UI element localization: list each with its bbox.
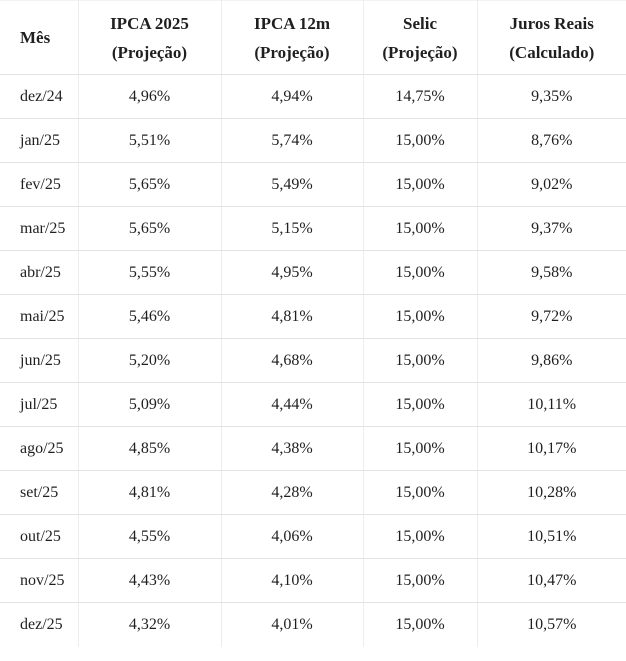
value-cell: 15,00%: [362, 338, 477, 383]
month-cell: mai/25: [0, 294, 78, 339]
value-cell: 4,94%: [220, 74, 363, 119]
value-cell: 4,44%: [220, 382, 363, 427]
value-cell: 4,38%: [220, 426, 363, 471]
value-cell: 10,51%: [476, 514, 626, 559]
value-cell: 5,74%: [220, 118, 363, 163]
value-cell: 15,00%: [362, 206, 477, 251]
value-cell: 5,15%: [220, 206, 363, 251]
month-cell: dez/25: [20, 615, 63, 633]
table-row: mai/25 5,46% 4,81% 15,00% 9,72%: [0, 294, 626, 339]
value-cell: 9,02%: [476, 162, 626, 207]
value-cell: 14,75%: [362, 74, 477, 119]
table-row: nov/25 4,43% 4,10% 15,00% 10,47%: [0, 558, 626, 603]
value-cell: 15,00%: [362, 514, 477, 559]
value-cell: 10,47%: [476, 558, 626, 603]
month-cell: jul/25: [0, 382, 78, 427]
value-cell: 10,28%: [476, 470, 626, 515]
value-cell: 15,00%: [362, 294, 477, 339]
value-cell: 4,55%: [77, 514, 221, 559]
column-header-line1: IPCA 12m: [253, 13, 331, 33]
value-cell: 5,09%: [77, 382, 221, 427]
month-cell: ago/25: [0, 426, 78, 471]
table-header: Mês IPCA 2025 (Projeção) IPCA 12m (Projeção)…: [0, 0, 626, 75]
table-row: set/25 4,81% 4,28% 15,00% 10,28%: [0, 470, 626, 515]
value-cell: 5,51%: [77, 118, 221, 163]
table-row: jun/25 5,20% 4,68% 15,00% 9,86%: [0, 338, 626, 383]
month-cell: nov/25: [0, 558, 78, 603]
value-cell: 9,72%: [476, 294, 626, 339]
month-cell: dez/24: [0, 74, 78, 119]
value-cell: 8,76%: [476, 118, 626, 163]
value-cell: 4,01%: [220, 602, 363, 647]
month-cell: fev/25: [0, 162, 78, 207]
value-cell: 5,65%: [77, 162, 221, 207]
value-cell: 5,65%: [77, 206, 221, 251]
value-cell: 15,00%: [362, 382, 477, 427]
table-row: mar/25 5,65% 5,15% 15,00% 9,37%: [0, 206, 626, 251]
month-cell: out/25: [0, 514, 78, 559]
value-cell: 5,46%: [77, 294, 221, 339]
value-cell: 5,49%: [220, 162, 363, 207]
column-header-juros-reais: Juros Reais (Calculado): [476, 0, 626, 75]
column-header-ipca-2025: IPCA 2025 (Projeção): [77, 0, 221, 75]
value-cell: 5,20%: [77, 338, 221, 383]
value-cell: 9,35%: [476, 74, 626, 119]
value-cell: 15,00%: [362, 426, 477, 471]
value-cell: 4,81%: [77, 470, 221, 515]
column-header-line1: IPCA 2025: [110, 13, 189, 33]
header-row: Mês IPCA 2025 (Projeção) IPCA 12m (Projeção)…: [0, 0, 626, 75]
column-header-line1: Juros Reais: [509, 13, 594, 33]
month-cell: jun/25: [0, 338, 78, 383]
value-cell: 4,81%: [220, 294, 363, 339]
table-row: dez/25 4,32% 4,01% 15,00% 10,57%: [0, 602, 626, 647]
value-cell: 10,11%: [476, 382, 626, 427]
value-cell: 5,55%: [77, 250, 221, 295]
value-cell: 4,06%: [220, 514, 363, 559]
projections-table: Mês IPCA 2025 (Projeção) IPCA 12m (Projeção)…: [0, 0, 626, 647]
value-cell: 9,58%: [476, 250, 626, 295]
column-header-line1: Mês: [20, 28, 51, 47]
value-cell: 4,10%: [220, 558, 363, 603]
month-cell: mar/25: [0, 206, 78, 251]
value-cell: 4,68%: [220, 338, 363, 383]
table-row: abr/25 5,55% 4,95% 15,00% 9,58%: [0, 250, 626, 295]
month-cell: set/25: [0, 470, 78, 515]
column-header-line2: (Projeção): [254, 42, 330, 62]
month-cell: jan/25: [0, 118, 78, 163]
value-cell: 15,00%: [362, 602, 477, 647]
value-cell: 4,96%: [77, 74, 221, 119]
table-row: fev/25 5,65% 5,49% 15,00% 9,02%: [0, 162, 626, 207]
table-row: jul/25 5,09% 4,44% 15,00% 10,11%: [0, 382, 626, 427]
value-cell: 4,32%: [77, 602, 221, 647]
value-cell: 15,00%: [362, 250, 477, 295]
value-cell: 4,95%: [220, 250, 363, 295]
table-row: jan/25 5,51% 5,74% 15,00% 8,76%: [0, 118, 626, 163]
value-cell: 15,00%: [362, 470, 477, 515]
month-cell: abr/25: [0, 250, 78, 295]
column-header-selic: Selic (Projeção): [362, 0, 477, 75]
column-header-ipca-12m: IPCA 12m (Projeção): [220, 0, 363, 75]
column-header-line2: (Projeção): [111, 42, 188, 62]
table-row: ago/25 4,85% 4,38% 15,00% 10,17%: [0, 426, 626, 471]
table-body: dez/24 4,96% 4,94% 14,75% 9,35% jan/25 5,51% 5,…: [0, 74, 626, 647]
value-cell: 4,43%: [77, 558, 221, 603]
column-header-line2: (Projeção): [382, 42, 458, 62]
value-cell: 4,28%: [220, 470, 363, 515]
value-cell: 15,00%: [362, 118, 477, 163]
value-cell: 9,86%: [476, 338, 626, 383]
value-cell: 15,00%: [362, 162, 477, 207]
column-header-line1: Selic: [403, 13, 437, 33]
value-cell: 10,17%: [476, 426, 626, 471]
column-header-mes: Mês: [0, 0, 78, 75]
value-cell: 15,00%: [362, 558, 477, 603]
column-header-line2: (Calculado): [509, 42, 595, 62]
value-cell: 4,85%: [77, 426, 221, 471]
table-row: dez/24 4,96% 4,94% 14,75% 9,35%: [0, 74, 626, 119]
table-row: out/25 4,55% 4,06% 15,00% 10,51%: [0, 514, 626, 559]
value-cell: 9,37%: [476, 206, 626, 251]
value-cell: 10,57%: [476, 602, 626, 647]
